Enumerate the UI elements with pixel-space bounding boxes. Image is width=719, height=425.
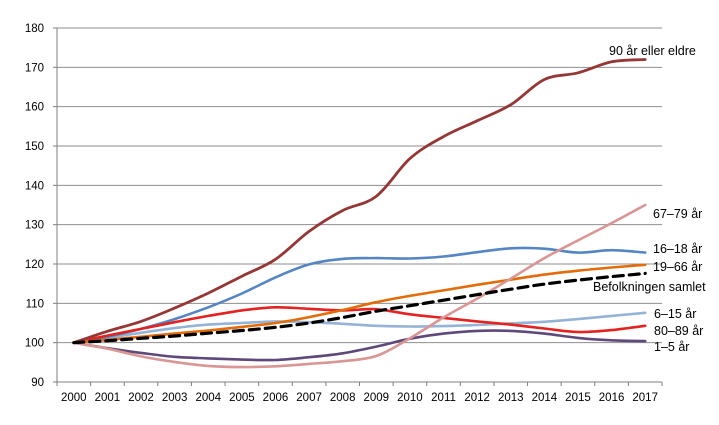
series-label: 19–66 år: [653, 260, 702, 274]
x-axis-tick-label: 2010: [397, 392, 423, 404]
y-axis-tick-label: 90: [31, 377, 44, 389]
y-axis-tick-label: 140: [25, 180, 44, 192]
series-label: 1–5 år: [654, 340, 689, 354]
series-label: 90 år eller eldre: [609, 44, 696, 58]
series-line-befolkningen-samlet: [72, 271, 647, 345]
series-label: 67–79 år: [653, 207, 702, 221]
x-axis-tick-label: 2002: [128, 392, 154, 404]
x-axis-tick-label: 2006: [263, 392, 289, 404]
x-axis-tick-label: 2013: [498, 392, 524, 404]
x-axis-tick-label: 2000: [61, 392, 87, 404]
series-line-80–89-år: [72, 305, 647, 344]
x-axis-tick-label: 2014: [532, 392, 558, 404]
y-axis-tick-label: 110: [26, 298, 44, 310]
x-axis-tick-label: 2005: [229, 392, 255, 404]
series-label: Befolkningen samlet: [593, 280, 706, 294]
y-axis-tick-label: 150: [25, 141, 44, 153]
series-line-67–79-år: [72, 203, 647, 369]
series-line-6–15-år: [72, 311, 647, 344]
y-axis-tick-label: 160: [25, 102, 44, 114]
y-axis-tick-label: 100: [25, 338, 44, 350]
x-axis-tick-label: 2016: [599, 392, 625, 404]
series-line-90-år-eller-eldre: [72, 58, 647, 345]
series-label: 80–89 år: [654, 324, 703, 338]
y-axis-tick-label: 170: [25, 62, 44, 74]
x-axis-tick-label: 2004: [195, 392, 221, 404]
x-axis-tick-label: 2015: [565, 392, 591, 404]
series-label: 16–18 år: [653, 242, 702, 256]
x-axis-tick-label: 2011: [431, 392, 456, 404]
series-line-1–5-år: [72, 329, 647, 362]
x-axis-tick-label: 2012: [464, 392, 490, 404]
x-axis-tick-label: 2017: [632, 392, 658, 404]
y-axis-tick-label: 130: [25, 220, 44, 232]
x-axis-tick-label: 2008: [330, 392, 356, 404]
y-axis-tick-label: 180: [25, 23, 44, 35]
x-axis-tick-label: 2001: [95, 392, 121, 404]
x-axis-tick-label: 2009: [364, 392, 390, 404]
y-axis-tick-label: 120: [25, 259, 44, 271]
x-axis-tick-label: 2007: [296, 392, 322, 404]
x-axis-tick-label: 2003: [162, 392, 188, 404]
series-line-19–66-år: [72, 263, 647, 344]
series-line-16–18-år: [72, 246, 647, 344]
series-label: 6–15 år: [654, 307, 696, 321]
